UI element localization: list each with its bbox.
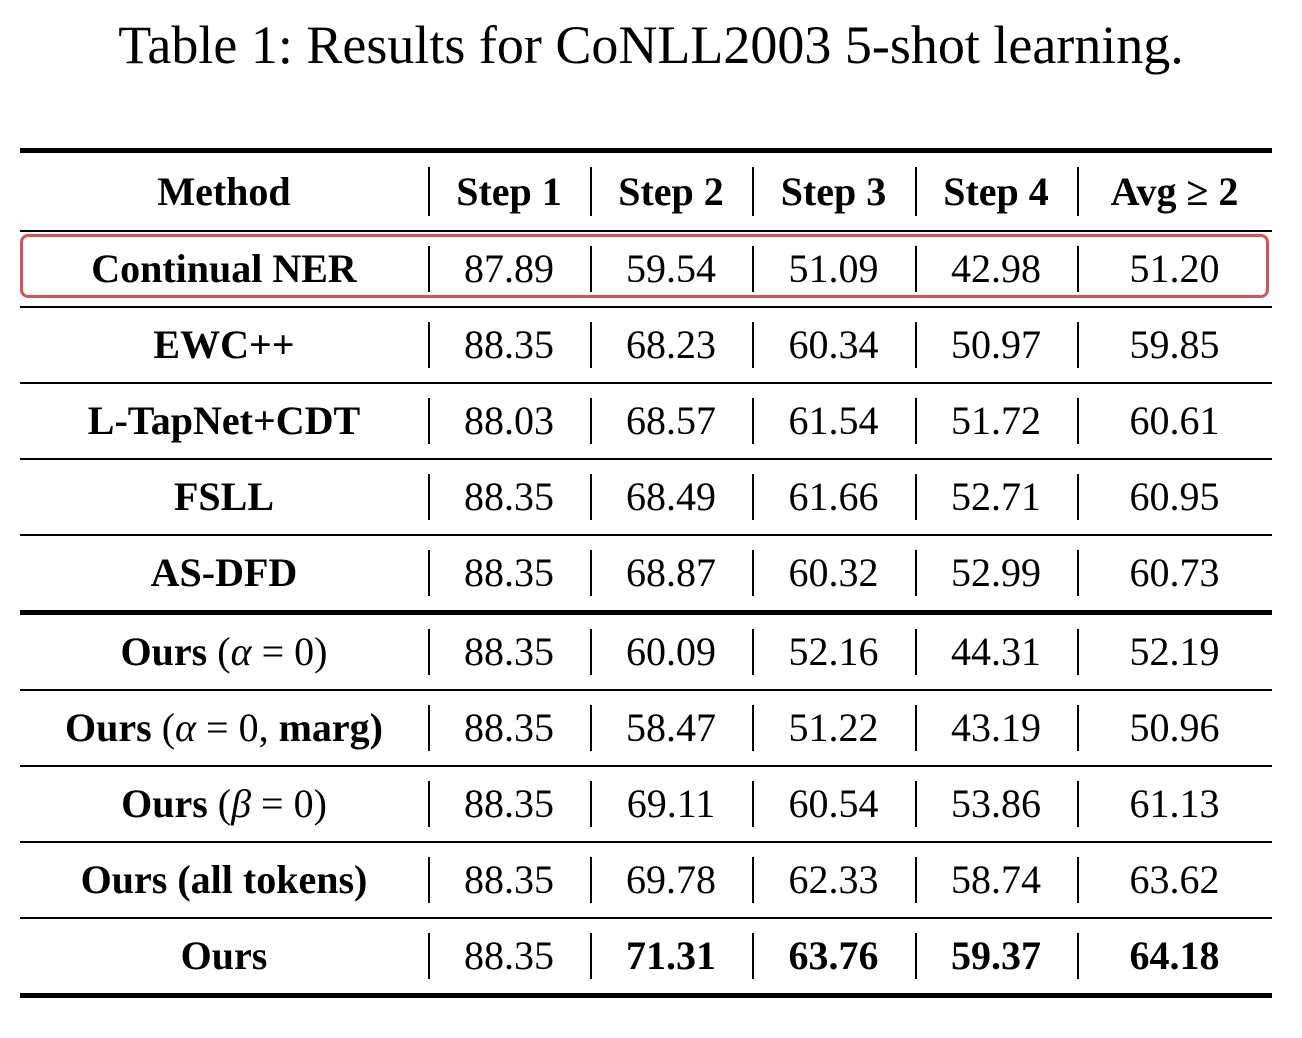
method-cell: Continual NER bbox=[20, 230, 428, 308]
value-cell: 58.47 bbox=[590, 689, 752, 767]
method-name: Ours bbox=[120, 629, 208, 674]
value-cell: 88.03 bbox=[428, 382, 590, 460]
value-cell: 61.54 bbox=[752, 382, 915, 460]
method-suffix: = 0) bbox=[251, 629, 328, 674]
value-cell: 51.72 bbox=[915, 382, 1077, 460]
value-cell: 43.19 bbox=[915, 689, 1077, 767]
method-bold-tail: marg) bbox=[278, 705, 383, 750]
header-method: Method bbox=[20, 150, 428, 232]
value-cell: 52.16 bbox=[752, 612, 915, 691]
method-cell: AS-DFD bbox=[20, 534, 428, 615]
value-cell: 68.57 bbox=[590, 382, 752, 460]
header-step-3: Step 3 bbox=[752, 150, 915, 232]
method-suffix: = 0) bbox=[251, 781, 327, 826]
header-step-2: Step 2 bbox=[590, 150, 752, 232]
method-cell: Ours (β = 0) bbox=[20, 765, 428, 843]
value-cell: 42.98 bbox=[915, 230, 1077, 308]
value-cell: 69.78 bbox=[590, 841, 752, 919]
table-caption: Table 1: Results for CoNLL2003 5-shot le… bbox=[118, 15, 1184, 75]
header-row: Method Step 1 Step 2 Step 3 Step 4 Avg ≥… bbox=[20, 150, 1272, 232]
results-table: Method Step 1 Step 2 Step 3 Step 4 Avg ≥… bbox=[20, 148, 1272, 998]
method-cell: Ours (α = 0, marg) bbox=[20, 689, 428, 767]
table-row-ours-all-tokens: Ours (all tokens) 88.35 69.78 62.33 58.7… bbox=[20, 841, 1272, 919]
value-cell: 52.99 bbox=[915, 534, 1077, 615]
value-cell: 51.22 bbox=[752, 689, 915, 767]
header-step-1: Step 1 bbox=[428, 150, 590, 232]
method-name: Ours bbox=[65, 705, 152, 750]
value-cell: 44.31 bbox=[915, 612, 1077, 691]
method-cell: FSLL bbox=[20, 458, 428, 536]
value-cell: 52.71 bbox=[915, 458, 1077, 536]
best-value-cell: 59.37 bbox=[915, 917, 1077, 998]
method-greek: β bbox=[231, 781, 252, 826]
method-cell: Ours (α = 0) bbox=[20, 612, 428, 691]
value-cell: 50.96 bbox=[1077, 689, 1272, 767]
header-avg: Avg ≥ 2 bbox=[1077, 150, 1272, 232]
value-cell: 87.89 bbox=[428, 230, 590, 308]
method-cell: Ours bbox=[20, 917, 428, 998]
value-cell: 60.54 bbox=[752, 765, 915, 843]
value-cell: 51.20 bbox=[1077, 230, 1272, 308]
value-cell: 59.85 bbox=[1077, 306, 1272, 384]
table-row-as-dfd: AS-DFD 88.35 68.87 60.32 52.99 60.73 bbox=[20, 534, 1272, 615]
method-paren: ( bbox=[207, 629, 231, 674]
method-greek: α bbox=[230, 629, 252, 674]
value-cell: 51.09 bbox=[752, 230, 915, 308]
method-paren: ( bbox=[151, 705, 176, 750]
method-name: Ours bbox=[121, 781, 208, 826]
value-cell: 60.95 bbox=[1077, 458, 1272, 536]
table-row-continual-ner: Continual NER 87.89 59.54 51.09 42.98 51… bbox=[20, 230, 1272, 308]
value-cell: 60.32 bbox=[752, 534, 915, 615]
value-cell: 62.33 bbox=[752, 841, 915, 919]
value-cell: 88.35 bbox=[428, 458, 590, 536]
value-cell: 68.49 bbox=[590, 458, 752, 536]
value-cell: 88.35 bbox=[428, 612, 590, 691]
value-cell: 50.97 bbox=[915, 306, 1077, 384]
header-step-4: Step 4 bbox=[915, 150, 1077, 232]
value-cell: 88.35 bbox=[428, 306, 590, 384]
best-value-cell: 63.76 bbox=[752, 917, 915, 998]
value-cell: 68.23 bbox=[590, 306, 752, 384]
value-cell: 60.34 bbox=[752, 306, 915, 384]
method-cell: L-TapNet+CDT bbox=[20, 382, 428, 460]
value-cell: 60.73 bbox=[1077, 534, 1272, 615]
table-row-ours: Ours 88.35 71.31 63.76 59.37 64.18 bbox=[20, 917, 1272, 998]
value-cell: 58.74 bbox=[915, 841, 1077, 919]
method-paren: ( bbox=[207, 781, 232, 826]
value-cell: 60.09 bbox=[590, 612, 752, 691]
table-row-ours-alpha-0: Ours (α = 0) 88.35 60.09 52.16 44.31 52.… bbox=[20, 612, 1272, 691]
value-cell: 52.19 bbox=[1077, 612, 1272, 691]
method-cell: EWC++ bbox=[20, 306, 428, 384]
value-cell: 59.54 bbox=[590, 230, 752, 308]
best-value-cell: 64.18 bbox=[1077, 917, 1272, 998]
method-cell: Ours (all tokens) bbox=[20, 841, 428, 919]
method-greek: α bbox=[175, 705, 197, 750]
table-row-ours-beta-0: Ours (β = 0) 88.35 69.11 60.54 53.86 61.… bbox=[20, 765, 1272, 843]
value-cell: 61.13 bbox=[1077, 765, 1272, 843]
value-cell: 61.66 bbox=[752, 458, 915, 536]
value-cell: 68.87 bbox=[590, 534, 752, 615]
value-cell: 88.35 bbox=[428, 534, 590, 615]
best-value-cell: 71.31 bbox=[590, 917, 752, 998]
value-cell: 88.35 bbox=[428, 765, 590, 843]
value-cell: 88.35 bbox=[428, 689, 590, 767]
table-row-ours-alpha-0-marg: Ours (α = 0, marg) 88.35 58.47 51.22 43.… bbox=[20, 689, 1272, 767]
value-cell: 88.35 bbox=[428, 917, 590, 998]
results-table-container: Method Step 1 Step 2 Step 3 Step 4 Avg ≥… bbox=[20, 148, 1272, 998]
value-cell: 69.11 bbox=[590, 765, 752, 843]
value-cell: 60.61 bbox=[1077, 382, 1272, 460]
table-row-ewc: EWC++ 88.35 68.23 60.34 50.97 59.85 bbox=[20, 306, 1272, 384]
table-row-l-tapnet-cdt: L-TapNet+CDT 88.03 68.57 61.54 51.72 60.… bbox=[20, 382, 1272, 460]
value-cell: 53.86 bbox=[915, 765, 1077, 843]
table-row-fsll: FSLL 88.35 68.49 61.66 52.71 60.95 bbox=[20, 458, 1272, 536]
value-cell: 63.62 bbox=[1077, 841, 1272, 919]
value-cell: 88.35 bbox=[428, 841, 590, 919]
method-suffix: = 0, bbox=[196, 705, 279, 750]
